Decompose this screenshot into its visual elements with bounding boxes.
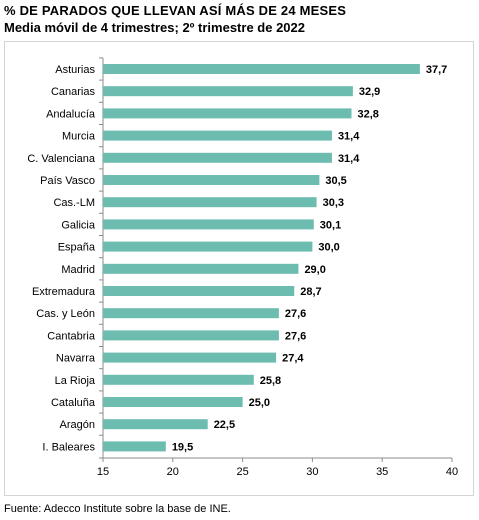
category-label: País Vasco: [40, 175, 95, 187]
bar-chart: Asturias 37,7 Canarias 32,9 Andalucía 32,8 Mur…: [27, 57, 458, 478]
bar: [103, 263, 299, 274]
x-tick-label: 35: [376, 466, 388, 478]
data-label: 29,0: [304, 264, 325, 276]
bar: [103, 286, 295, 296]
data-label: 31,4: [338, 131, 360, 143]
bar: [103, 152, 332, 163]
category-label: Cataluña: [51, 397, 96, 409]
category-label: Navarra: [56, 353, 96, 365]
x-tick-label: 20: [167, 466, 179, 478]
data-label: 32,9: [359, 86, 380, 98]
bar: [103, 330, 279, 341]
chart-title: % DE PARADOS QUE LLEVAN ASÍ MÁS DE 24 ME…: [4, 3, 347, 18]
category-label: C. Valenciana: [27, 153, 96, 165]
bar: [103, 64, 420, 74]
bar: [103, 419, 208, 430]
bar: [103, 374, 254, 385]
bar: [103, 397, 243, 407]
source-note: Fuente: Adecco Institute sobre la base d…: [4, 503, 231, 515]
category-label: Cas. y León: [36, 308, 95, 320]
x-tick-label: 15: [97, 466, 109, 478]
bar: [103, 352, 277, 363]
data-label: 27,6: [285, 308, 306, 320]
category-label: Canarias: [51, 86, 96, 98]
category-label: Extremadura: [32, 286, 96, 298]
data-label: 31,4: [338, 153, 360, 165]
bar: [103, 308, 279, 319]
data-label: 27,4: [282, 353, 304, 365]
bar: [103, 130, 332, 141]
bar: [103, 108, 352, 119]
category-label: Cas.-LM: [53, 197, 95, 209]
data-label: 19,5: [172, 441, 193, 453]
data-label: 32,8: [357, 108, 378, 120]
data-label: 30,3: [323, 197, 344, 209]
x-tick-label: 30: [306, 466, 318, 478]
chart-frame: [4, 41, 474, 496]
data-label: 27,6: [285, 330, 306, 342]
data-label: 37,7: [426, 64, 447, 76]
category-label: I. Baleares: [42, 441, 95, 453]
bar: [103, 86, 353, 97]
data-label: 30,1: [320, 219, 341, 231]
x-tick-label: 40: [446, 466, 458, 478]
data-label: 25,8: [260, 375, 281, 387]
bar: [103, 441, 166, 452]
bar: [103, 219, 314, 230]
category-label: Madrid: [61, 264, 95, 276]
bar: [103, 175, 320, 185]
chart-subtitle: Media móvil de 4 trimestres; 2º trimestr…: [4, 20, 305, 35]
category-label: Murcia: [62, 131, 96, 143]
data-label: 30,0: [318, 242, 339, 254]
category-label: La Rioja: [55, 375, 96, 387]
category-label: Galicia: [61, 219, 96, 231]
data-label: 22,5: [214, 419, 235, 431]
category-label: Asturias: [55, 64, 95, 76]
bar: [103, 241, 313, 252]
category-label: Cantabria: [47, 330, 96, 342]
data-label: 25,0: [249, 397, 270, 409]
data-label: 30,5: [325, 175, 346, 187]
category-label: España: [58, 242, 96, 254]
category-label: Andalucía: [46, 108, 96, 120]
x-tick-label: 25: [236, 466, 248, 478]
bar: [103, 197, 317, 208]
category-label: Aragón: [60, 419, 95, 431]
data-label: 28,7: [300, 286, 321, 298]
